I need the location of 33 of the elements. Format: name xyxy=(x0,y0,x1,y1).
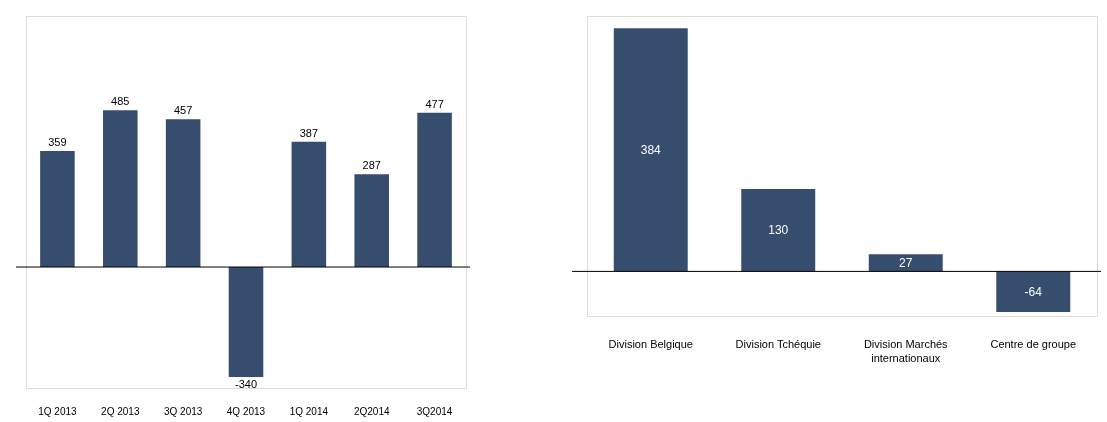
x-tick-label: 4Q 2013 xyxy=(226,405,266,417)
data-label: 384 xyxy=(640,142,662,157)
data-label: -340 xyxy=(234,378,258,390)
bar xyxy=(354,174,389,268)
x-tick-label: Centre de groupe xyxy=(990,337,1077,350)
bar xyxy=(868,254,943,272)
x-tick-label: 1Q 2014 xyxy=(289,405,329,417)
data-label: 287 xyxy=(362,159,381,172)
bar xyxy=(613,28,688,272)
bar xyxy=(165,119,201,268)
x-tick-label: 2Q 2013 xyxy=(101,405,140,417)
data-label: 387 xyxy=(299,126,319,139)
data-label: -64 xyxy=(1024,284,1043,299)
data-label: 130 xyxy=(768,223,789,238)
x-tick-label: 3Q 2013 xyxy=(163,405,203,417)
x-tick-label: 3Q2014 xyxy=(416,405,453,417)
data-label: 27 xyxy=(899,255,913,270)
x-tick-label: 2Q2014 xyxy=(353,405,390,417)
bar xyxy=(103,110,138,268)
data-label: 457 xyxy=(173,104,193,117)
data-label: 485 xyxy=(111,95,130,108)
x-tick-label: 1Q 2013 xyxy=(38,405,78,417)
bar xyxy=(417,112,452,268)
x-tick-label: Division Marchés internationaux xyxy=(863,337,949,364)
data-label: 359 xyxy=(48,135,67,148)
bar xyxy=(741,189,816,272)
bar xyxy=(40,150,75,268)
bar xyxy=(996,271,1071,312)
data-label: 477 xyxy=(425,97,444,110)
bar xyxy=(228,267,264,377)
bar xyxy=(291,141,327,268)
x-tick-label: Division Belgique xyxy=(608,337,693,350)
x-tick-label: Division Tchéquie xyxy=(735,337,821,350)
